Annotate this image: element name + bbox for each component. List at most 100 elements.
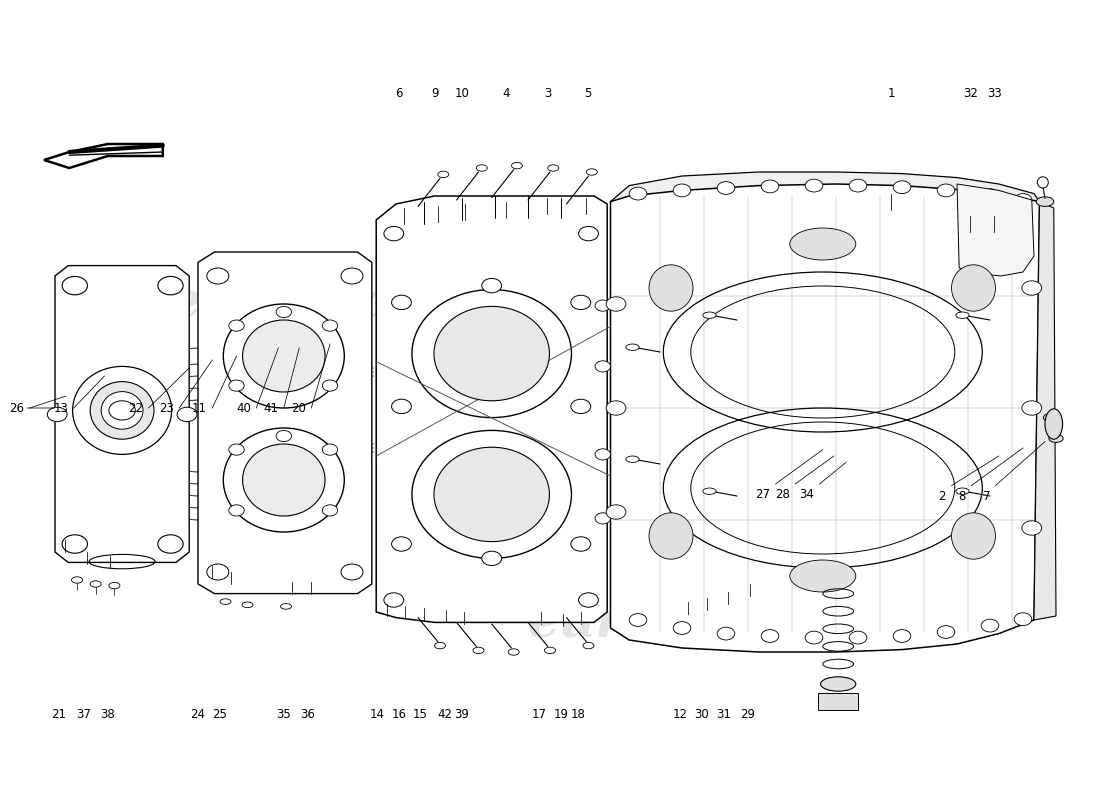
Circle shape — [981, 619, 999, 632]
Circle shape — [805, 179, 823, 192]
Circle shape — [673, 622, 691, 634]
Text: 17: 17 — [531, 708, 547, 721]
Text: 35: 35 — [276, 708, 292, 721]
Ellipse shape — [1037, 177, 1048, 188]
Ellipse shape — [473, 647, 484, 654]
Polygon shape — [55, 266, 189, 562]
Circle shape — [571, 537, 591, 551]
Circle shape — [158, 276, 183, 295]
Circle shape — [276, 430, 292, 442]
Polygon shape — [610, 172, 1040, 202]
Ellipse shape — [101, 392, 143, 429]
Circle shape — [229, 444, 244, 455]
Ellipse shape — [956, 312, 969, 318]
Ellipse shape — [952, 265, 996, 311]
Polygon shape — [44, 144, 163, 168]
Ellipse shape — [73, 366, 172, 454]
Ellipse shape — [109, 582, 120, 589]
Text: 34: 34 — [799, 488, 814, 501]
Circle shape — [482, 278, 502, 293]
Text: 11: 11 — [191, 402, 207, 414]
Circle shape — [571, 295, 591, 310]
Text: 38: 38 — [100, 708, 116, 721]
Circle shape — [47, 407, 67, 422]
Text: 41: 41 — [263, 402, 278, 414]
Text: 13: 13 — [53, 402, 68, 414]
Ellipse shape — [476, 165, 487, 171]
Polygon shape — [1034, 202, 1056, 620]
Ellipse shape — [242, 444, 326, 516]
Circle shape — [177, 407, 197, 422]
Circle shape — [595, 300, 610, 311]
Text: 26: 26 — [9, 402, 24, 414]
Text: 9: 9 — [431, 87, 438, 100]
Text: 29: 29 — [740, 708, 756, 721]
Text: 39: 39 — [454, 708, 470, 721]
Ellipse shape — [703, 488, 716, 494]
Text: 25: 25 — [212, 708, 228, 721]
Circle shape — [937, 184, 955, 197]
Ellipse shape — [280, 603, 292, 610]
Text: 31: 31 — [716, 708, 732, 721]
Circle shape — [579, 593, 598, 607]
Text: 2: 2 — [938, 490, 946, 502]
Circle shape — [761, 630, 779, 642]
Circle shape — [761, 180, 779, 193]
Ellipse shape — [223, 304, 344, 408]
Circle shape — [849, 179, 867, 192]
Text: 32: 32 — [962, 87, 978, 100]
Ellipse shape — [626, 344, 639, 350]
Circle shape — [482, 551, 502, 566]
Text: 12: 12 — [672, 708, 688, 721]
Text: 15: 15 — [412, 708, 428, 721]
Ellipse shape — [952, 513, 996, 559]
Circle shape — [595, 449, 610, 460]
Ellipse shape — [411, 430, 572, 558]
Circle shape — [63, 276, 88, 295]
Circle shape — [849, 631, 867, 644]
Circle shape — [1022, 401, 1042, 415]
Circle shape — [606, 505, 626, 519]
Ellipse shape — [583, 642, 594, 649]
Ellipse shape — [586, 169, 597, 175]
Ellipse shape — [1046, 424, 1060, 432]
Circle shape — [571, 399, 591, 414]
Ellipse shape — [433, 306, 550, 401]
Ellipse shape — [790, 560, 856, 592]
Ellipse shape — [649, 265, 693, 311]
Ellipse shape — [626, 456, 639, 462]
Text: 36: 36 — [300, 708, 316, 721]
Ellipse shape — [508, 649, 519, 655]
Circle shape — [893, 630, 911, 642]
Text: 8: 8 — [958, 490, 966, 502]
Text: 10: 10 — [454, 87, 470, 100]
Text: 24: 24 — [190, 708, 206, 721]
Ellipse shape — [1048, 434, 1064, 442]
Ellipse shape — [90, 581, 101, 587]
Text: 18: 18 — [571, 708, 586, 721]
Text: 20: 20 — [290, 402, 306, 414]
Text: 1: 1 — [888, 87, 894, 100]
Polygon shape — [610, 184, 1040, 652]
Ellipse shape — [1043, 414, 1058, 422]
Circle shape — [322, 320, 338, 331]
Text: 7: 7 — [982, 490, 990, 502]
Circle shape — [1014, 194, 1032, 206]
Text: 4: 4 — [503, 87, 509, 100]
Ellipse shape — [544, 647, 556, 654]
Text: 6: 6 — [396, 87, 403, 100]
Circle shape — [717, 182, 735, 194]
Circle shape — [207, 268, 229, 284]
Circle shape — [322, 380, 338, 391]
Text: 3: 3 — [544, 87, 551, 100]
Circle shape — [276, 306, 292, 318]
Circle shape — [207, 564, 229, 580]
Text: eurospares: eurospares — [169, 279, 480, 329]
Ellipse shape — [242, 602, 253, 608]
Circle shape — [384, 226, 404, 241]
Ellipse shape — [242, 320, 326, 392]
Polygon shape — [198, 252, 372, 594]
Text: 42: 42 — [437, 708, 452, 721]
Text: 28: 28 — [774, 488, 790, 501]
Circle shape — [595, 361, 610, 372]
